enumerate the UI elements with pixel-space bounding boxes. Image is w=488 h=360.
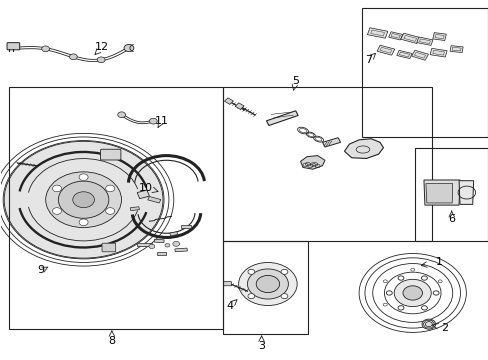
- Polygon shape: [300, 156, 325, 169]
- Text: 2: 2: [440, 323, 447, 333]
- Circle shape: [73, 192, 94, 208]
- Circle shape: [58, 181, 109, 218]
- Circle shape: [421, 306, 427, 310]
- Circle shape: [105, 208, 114, 214]
- Circle shape: [79, 219, 88, 226]
- Polygon shape: [376, 45, 394, 55]
- Circle shape: [4, 141, 163, 258]
- Polygon shape: [235, 103, 244, 109]
- Polygon shape: [137, 243, 152, 246]
- Circle shape: [281, 269, 287, 274]
- Polygon shape: [396, 50, 411, 59]
- Polygon shape: [266, 111, 298, 126]
- Text: 6: 6: [447, 214, 454, 224]
- Circle shape: [397, 276, 403, 280]
- Bar: [414, 148, 488, 241]
- Polygon shape: [175, 248, 187, 252]
- FancyBboxPatch shape: [102, 243, 116, 252]
- Circle shape: [164, 243, 169, 247]
- Circle shape: [52, 185, 61, 192]
- Circle shape: [79, 174, 88, 180]
- Polygon shape: [423, 180, 459, 205]
- Polygon shape: [366, 28, 387, 38]
- Circle shape: [402, 286, 422, 300]
- Polygon shape: [344, 139, 383, 158]
- Polygon shape: [169, 232, 178, 236]
- Text: 9: 9: [38, 265, 44, 275]
- Circle shape: [118, 112, 125, 118]
- Text: 12: 12: [95, 42, 109, 52]
- Polygon shape: [157, 252, 165, 255]
- Circle shape: [149, 244, 155, 248]
- Circle shape: [386, 291, 391, 295]
- Text: 5: 5: [292, 76, 299, 86]
- Circle shape: [41, 46, 49, 52]
- Polygon shape: [147, 197, 161, 203]
- Circle shape: [69, 54, 77, 60]
- FancyBboxPatch shape: [7, 42, 20, 50]
- Text: 11: 11: [154, 116, 168, 126]
- Text: 8: 8: [108, 336, 115, 346]
- Circle shape: [149, 118, 157, 124]
- FancyBboxPatch shape: [223, 282, 231, 286]
- Circle shape: [421, 276, 427, 280]
- Polygon shape: [181, 225, 190, 228]
- Circle shape: [281, 294, 287, 299]
- Circle shape: [238, 262, 297, 306]
- Polygon shape: [449, 46, 462, 53]
- Polygon shape: [388, 32, 402, 40]
- Polygon shape: [416, 37, 432, 45]
- Circle shape: [421, 319, 435, 329]
- Circle shape: [247, 294, 254, 299]
- Circle shape: [52, 208, 61, 214]
- Text: 3: 3: [258, 341, 264, 351]
- Circle shape: [124, 44, 134, 51]
- Polygon shape: [411, 50, 427, 60]
- Circle shape: [172, 241, 179, 246]
- Circle shape: [97, 57, 105, 63]
- Polygon shape: [429, 48, 446, 57]
- Polygon shape: [224, 98, 233, 104]
- Bar: [222, 87, 431, 241]
- Bar: [361, 8, 488, 137]
- Polygon shape: [458, 181, 473, 204]
- Bar: [9, 87, 222, 329]
- Polygon shape: [425, 184, 452, 203]
- Circle shape: [247, 269, 254, 274]
- FancyBboxPatch shape: [100, 149, 121, 160]
- Circle shape: [393, 279, 430, 307]
- Polygon shape: [400, 33, 419, 44]
- Polygon shape: [154, 239, 164, 243]
- Circle shape: [256, 275, 279, 293]
- Polygon shape: [137, 190, 149, 199]
- Text: 7: 7: [365, 55, 372, 65]
- Circle shape: [247, 269, 288, 299]
- Text: 10: 10: [139, 183, 153, 193]
- Circle shape: [432, 291, 438, 295]
- Bar: [222, 241, 307, 334]
- Polygon shape: [322, 138, 340, 147]
- Text: 1: 1: [435, 257, 442, 267]
- Circle shape: [397, 306, 403, 310]
- Polygon shape: [130, 207, 139, 211]
- Text: 4: 4: [226, 301, 233, 311]
- Circle shape: [105, 185, 114, 192]
- Circle shape: [45, 172, 121, 228]
- Polygon shape: [432, 33, 446, 41]
